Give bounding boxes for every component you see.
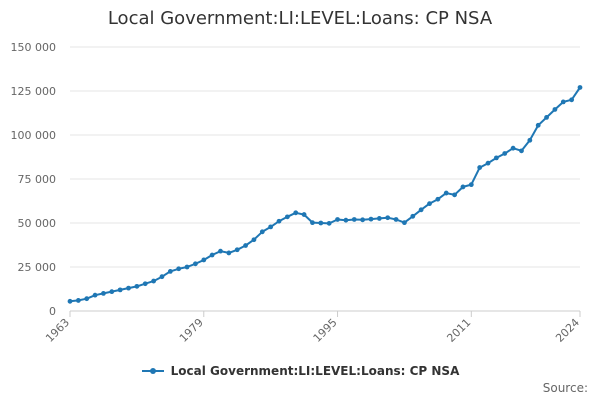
data-point[interactable] <box>376 216 382 221</box>
data-point[interactable] <box>577 85 583 90</box>
data-point[interactable] <box>268 224 274 230</box>
y-axis-ticks: 0 25 000 50 000 75 000 100 000 125 000 150 000 <box>11 41 57 318</box>
data-point[interactable] <box>184 264 190 270</box>
data-point[interactable] <box>552 107 558 112</box>
data-point[interactable] <box>485 160 491 166</box>
data-point[interactable] <box>410 213 416 219</box>
data-point[interactable] <box>427 201 432 207</box>
source-label: Source: <box>542 381 588 395</box>
data-point[interactable] <box>276 218 282 224</box>
series-group <box>67 85 583 304</box>
data-point[interactable] <box>301 212 307 217</box>
data-point[interactable] <box>243 243 248 248</box>
data-point[interactable] <box>510 145 516 151</box>
data-point[interactable] <box>452 192 457 198</box>
legend-label: Local Government:LI:LEVEL:Loans: CP NSA <box>170 364 460 378</box>
x-tick-label: 1995 <box>311 316 340 345</box>
legend-line-marker-icon <box>141 368 164 374</box>
data-point[interactable] <box>569 97 575 103</box>
data-point[interactable] <box>560 99 566 105</box>
data-point[interactable] <box>326 220 332 226</box>
data-point[interactable] <box>142 281 148 287</box>
data-point[interactable] <box>151 278 157 284</box>
data-point[interactable] <box>293 210 299 216</box>
data-point[interactable] <box>259 229 265 235</box>
x-tick-label: 2024 <box>553 316 582 345</box>
data-point[interactable] <box>126 285 131 291</box>
y-tick-label: 0 <box>49 305 56 318</box>
data-point[interactable] <box>393 217 399 222</box>
data-point[interactable] <box>502 151 508 156</box>
data-point[interactable] <box>117 287 123 293</box>
data-point[interactable] <box>435 196 441 202</box>
data-point[interactable] <box>193 261 198 267</box>
data-point[interactable] <box>402 220 407 226</box>
data-point[interactable] <box>493 155 499 161</box>
legend[interactable]: Local Government:LI:LEVEL:Loans: CP NSA <box>0 364 600 378</box>
data-point[interactable] <box>318 220 324 226</box>
y-tick-label: 75 000 <box>18 173 57 186</box>
data-point[interactable] <box>75 298 81 303</box>
data-point[interactable] <box>351 217 357 222</box>
data-point[interactable] <box>251 237 257 243</box>
data-point[interactable] <box>519 148 524 154</box>
data-point[interactable] <box>134 283 140 289</box>
series-line <box>69 86 581 303</box>
data-point[interactable] <box>460 184 466 190</box>
data-point[interactable] <box>535 122 541 128</box>
data-point[interactable] <box>218 248 223 254</box>
x-tick-label: 2011 <box>444 316 473 345</box>
grid-lines <box>70 46 580 268</box>
data-point[interactable] <box>385 215 391 221</box>
data-point[interactable] <box>209 252 215 258</box>
data-point[interactable] <box>527 137 533 143</box>
data-point[interactable] <box>101 291 106 296</box>
x-axis-ticks: 1963 1979 1995 2011 2024 <box>43 311 582 345</box>
y-tick-label: 50 000 <box>18 217 57 230</box>
y-tick-label: 150 000 <box>11 41 57 54</box>
data-point[interactable] <box>109 289 115 295</box>
y-tick-label: 125 000 <box>11 85 57 98</box>
data-point[interactable] <box>234 247 240 253</box>
data-point[interactable] <box>477 165 483 170</box>
data-point[interactable] <box>368 216 374 222</box>
data-point[interactable] <box>226 250 232 256</box>
data-point[interactable] <box>67 298 73 304</box>
data-point[interactable] <box>360 217 366 223</box>
x-tick-label: 1979 <box>177 316 206 345</box>
data-point[interactable] <box>84 296 90 302</box>
data-point[interactable] <box>310 220 315 226</box>
data-point[interactable] <box>343 217 349 223</box>
data-point[interactable] <box>443 190 449 196</box>
y-tick-label: 100 000 <box>11 129 57 142</box>
y-tick-label: 25 000 <box>18 261 57 274</box>
data-point[interactable] <box>167 269 173 274</box>
x-tick-label: 1963 <box>43 316 72 345</box>
data-point[interactable] <box>544 115 549 120</box>
data-point[interactable] <box>418 207 424 213</box>
data-point[interactable] <box>201 257 207 263</box>
data-point[interactable] <box>335 217 340 222</box>
data-point[interactable] <box>176 266 182 272</box>
data-point[interactable] <box>468 182 474 188</box>
chart-title: Local Government:LI:LEVEL:Loans: CP NSA <box>107 8 493 29</box>
data-point[interactable] <box>284 214 290 220</box>
data-point[interactable] <box>159 274 165 280</box>
data-point[interactable] <box>92 292 98 298</box>
